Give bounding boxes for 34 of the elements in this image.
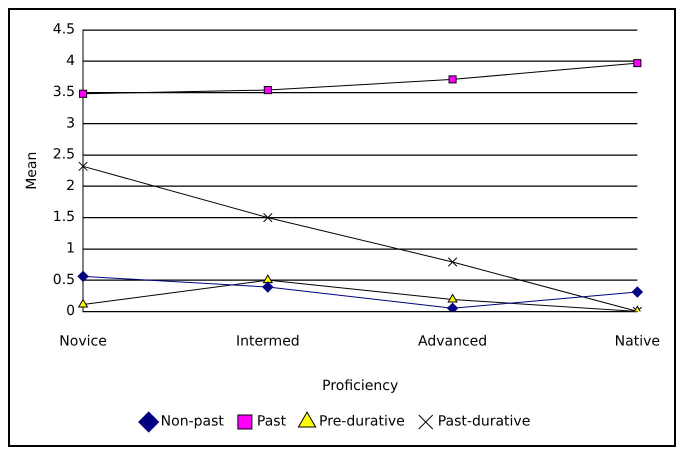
- legend-label: Pre-durative: [319, 414, 405, 430]
- y-tick-label: 4: [66, 52, 76, 69]
- point: [262, 274, 273, 284]
- point: [262, 282, 274, 293]
- y-tick-label: 2: [66, 178, 76, 194]
- point: [632, 286, 643, 298]
- point: [78, 299, 88, 308]
- point: [633, 59, 642, 68]
- point: [448, 294, 458, 303]
- y-axis-title: Mean: [24, 152, 40, 190]
- point: [448, 75, 457, 84]
- point: [447, 302, 458, 312]
- point: [78, 270, 89, 282]
- y-tick-label: 0: [66, 303, 76, 320]
- legend-label: Non-past: [160, 414, 224, 430]
- x-tick-label: Intermed: [236, 333, 300, 350]
- point: [448, 257, 458, 267]
- y-tick-label: 3.5: [52, 84, 76, 100]
- y-tick-label: 4.5: [52, 22, 76, 38]
- y-tick-label: 3: [66, 115, 76, 132]
- x-tick-label: Novice: [59, 333, 107, 350]
- point: [79, 90, 88, 98]
- y-tick-label: 2.5: [52, 146, 76, 163]
- legend-label: Past: [256, 414, 287, 430]
- point: [264, 86, 272, 94]
- x-tick-label: Advanced: [418, 333, 488, 350]
- y-tick-label: 1: [66, 240, 76, 257]
- x-tick-label: Native: [614, 333, 660, 350]
- point: [263, 212, 273, 222]
- y-tick-label: 0.5: [52, 272, 76, 288]
- point: [78, 162, 88, 172]
- legend-label: Past-durative: [438, 414, 530, 430]
- x-axis-title: Proficiency: [322, 378, 398, 394]
- y-tick-label: 1.5: [52, 209, 76, 226]
